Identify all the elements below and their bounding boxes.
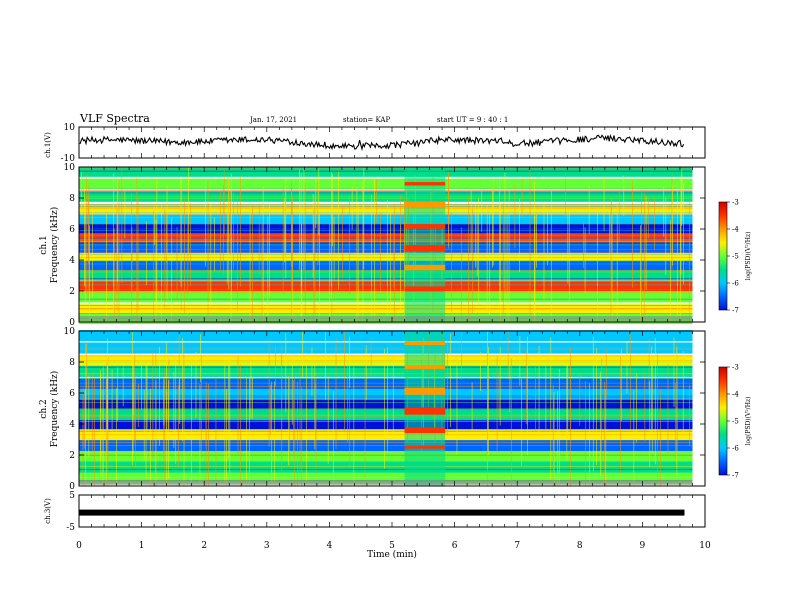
y-tick-label: 8 xyxy=(69,358,75,368)
frequency-band xyxy=(79,472,693,484)
y-tick-label: 8 xyxy=(69,194,75,204)
colorbar-tick-label: -5 xyxy=(732,418,739,426)
frequency-band xyxy=(79,281,693,292)
event-emission xyxy=(404,387,446,395)
x-tick-label: 0 xyxy=(76,541,82,551)
ch2-ylabel-line2: Frequency (kHz) xyxy=(49,371,60,448)
event-block xyxy=(404,167,446,322)
x-tick-label: 7 xyxy=(514,541,520,551)
colorbar-tick-label: -5 xyxy=(732,253,739,261)
frequency-band xyxy=(79,409,693,421)
y-tick-label: 0 xyxy=(69,318,75,328)
start-time-label: start UT = 9 : 40 : 1 xyxy=(437,116,508,124)
y-tick-label: -10 xyxy=(61,154,76,164)
colorbar-label: log(PSD)(V²/Hz) xyxy=(745,397,752,446)
colorbar-ch2: -3 -4 -5 -6 -7 log(PSD)(V²/Hz) xyxy=(718,364,752,480)
x-axis-ticks: 0 1 2 3 4 5 6 7 8 9 10 xyxy=(76,541,711,551)
ch1-ylabel-line2: Frequency (kHz) xyxy=(49,207,60,284)
event-emission xyxy=(404,182,446,186)
x-tick-label: 2 xyxy=(201,541,207,551)
y-tick-label: -5 xyxy=(66,523,75,533)
y-tick-label: 10 xyxy=(64,123,76,133)
frequency-band xyxy=(79,451,693,463)
frequency-band xyxy=(79,253,693,264)
ch2-ylabel-line1: ch.2 xyxy=(39,399,49,418)
ch3-voltage-trace xyxy=(79,509,685,516)
x-axis-label: Time (min) xyxy=(367,549,417,560)
frequency-band xyxy=(79,203,693,215)
event-emission xyxy=(404,201,446,208)
low-frequency-band xyxy=(79,480,693,485)
date-label: Jan. 17, 2021 xyxy=(249,116,297,124)
event-emission xyxy=(404,264,446,271)
x-tick-label: 4 xyxy=(327,541,333,551)
frequency-band xyxy=(79,420,693,432)
ch2-spectrogram-panel: 10 8 6 4 2 0 xyxy=(64,327,706,492)
frequency-band xyxy=(79,261,693,272)
ch1-voltage-ylabel: ch.1(V) xyxy=(44,132,52,158)
colorbar-tick-label: -4 xyxy=(732,391,739,399)
y-tick-label: 10 xyxy=(64,163,76,173)
frequency-band xyxy=(79,214,693,225)
ch1-ylabel-line1: ch.1 xyxy=(39,235,49,254)
event-emission xyxy=(404,224,446,229)
frequency-band xyxy=(79,242,693,253)
y-tick-label: 6 xyxy=(69,225,75,235)
frequency-band xyxy=(79,378,693,390)
colorbar-tick-label: -3 xyxy=(732,199,739,207)
event-emission xyxy=(404,427,446,434)
event-emission xyxy=(404,407,446,415)
y-tick-label: 10 xyxy=(64,327,76,337)
x-tick-label: 5 xyxy=(389,541,395,551)
colorbar-tick-label: -6 xyxy=(732,280,739,288)
frequency-band xyxy=(79,365,693,377)
frequency-band xyxy=(79,166,693,177)
frequency-band xyxy=(79,178,693,190)
ch3-voltage-ylabel: ch.3(V) xyxy=(44,498,52,524)
colorbar-tick-label: -7 xyxy=(732,307,739,315)
ch3-voltage-panel: 5 -5 xyxy=(66,491,706,533)
y-tick-label: 6 xyxy=(69,389,75,399)
y-tick-label: 5 xyxy=(69,491,75,501)
colorbar-scale xyxy=(718,366,728,476)
chart-title: VLF Spectra xyxy=(79,112,150,125)
frequency-band xyxy=(79,429,693,441)
y-tick-label: 2 xyxy=(69,287,75,297)
x-tick-label: 1 xyxy=(139,541,145,551)
ch1-voltage-panel: 10 -10 xyxy=(61,123,706,164)
event-emission xyxy=(404,445,446,449)
y-tick-label: 2 xyxy=(69,451,75,461)
y-tick-label: 4 xyxy=(69,256,75,266)
frequency-band xyxy=(79,389,693,401)
event-emission xyxy=(404,341,446,346)
colorbar-ch1: -3 -4 -5 -6 -7 log(PSD)(V²/Hz) xyxy=(718,199,752,315)
y-tick-label: 0 xyxy=(69,482,75,492)
low-frequency-band xyxy=(79,316,693,321)
x-tick-label: 10 xyxy=(699,541,711,551)
frequency-band xyxy=(79,304,693,315)
colorbar-tick-label: -3 xyxy=(732,364,739,372)
event-emission xyxy=(404,244,446,252)
frequency-band xyxy=(79,399,693,411)
frequency-band xyxy=(79,461,693,473)
ch1-voltage-trace xyxy=(79,133,685,152)
ch1-spectrogram-panel: 10 8 6 4 2 0 xyxy=(64,163,706,328)
x-tick-label: 3 xyxy=(264,541,270,551)
x-tick-label: 8 xyxy=(577,541,583,551)
event-emission xyxy=(404,365,446,370)
event-emission xyxy=(404,286,446,292)
x-tick-label: 9 xyxy=(640,541,646,551)
x-tick-label: 6 xyxy=(452,541,458,551)
y-tick-label: 4 xyxy=(69,420,75,430)
colorbar-tick-label: -4 xyxy=(732,226,739,234)
colorbar-tick-label: -7 xyxy=(732,472,739,480)
frequency-band xyxy=(79,330,693,342)
colorbar-label: log(PSD)(V²/Hz) xyxy=(745,232,752,281)
colorbar-scale xyxy=(718,201,728,311)
colorbar-tick-label: -6 xyxy=(732,445,739,453)
station-label: station= KAP xyxy=(343,116,390,124)
